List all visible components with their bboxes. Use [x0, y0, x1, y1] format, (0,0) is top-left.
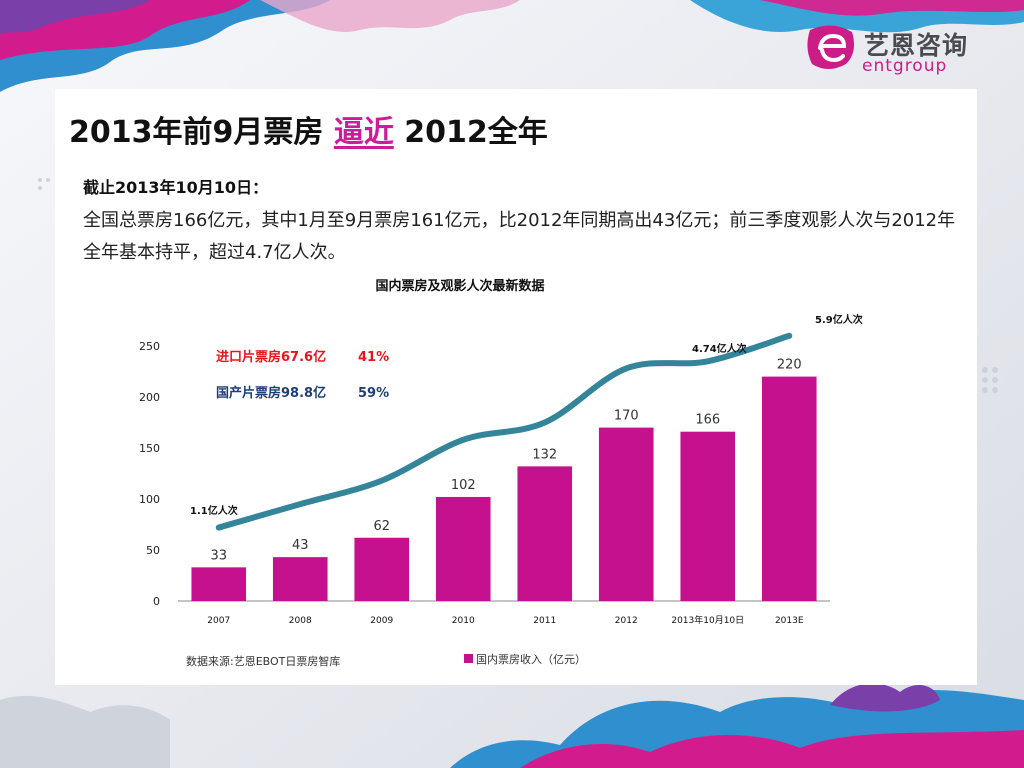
bar-2012 — [598, 427, 654, 601]
y-tick-label: 250 — [139, 340, 160, 353]
line-label-start: 1.1亿人次 — [190, 504, 238, 517]
logo-chinese-text: 艺恩咨询 — [864, 31, 969, 60]
entgroup-logo: 艺恩咨询 entgroup — [806, 24, 976, 78]
bar-value-label: 62 — [373, 519, 390, 534]
bar-value-label: 102 — [451, 478, 476, 493]
bar-value-label: 43 — [292, 538, 309, 553]
y-tick-label: 100 — [139, 493, 160, 506]
bar-2013年10月10日 — [680, 431, 736, 601]
x-tick-label: 2013E — [775, 616, 804, 626]
line-label-2013e: 5.9亿人次 — [815, 313, 863, 326]
box-office-chart: 国内票房及观影人次最新数据 0 50 100 150 200 250 33 2007 43 20… — [139, 278, 863, 668]
title-prefix: 2013年前9月票房 — [69, 115, 334, 150]
bar-2013E — [761, 376, 817, 601]
domestic-share-percent: 59% — [358, 386, 389, 401]
line-label-2012: 4.74亿人次 — [692, 342, 747, 355]
summary-paragraph: 全国总票房166亿元，其中1月至9月票房161亿元，比2012年同期高出43亿元… — [83, 210, 956, 263]
x-tick-label: 2008 — [289, 616, 312, 626]
slide-title: 2013年前9月票房 逼近 2012全年 — [69, 107, 548, 151]
imported-share-label: 进口片票房67.6亿 — [216, 349, 326, 365]
y-tick-label: 50 — [146, 544, 160, 557]
title-highlight: 逼近 — [333, 115, 394, 150]
bar-value-label: 170 — [614, 409, 639, 424]
bar-2011 — [517, 466, 573, 601]
x-tick-label: 2011 — [533, 616, 556, 626]
bar-value-label: 33 — [210, 548, 227, 563]
x-tick-label: 2010 — [452, 616, 475, 626]
date-subheading: 截止2013年10月10日： — [83, 178, 269, 197]
chart-title: 国内票房及观影人次最新数据 — [375, 278, 544, 294]
x-tick-label: 2013年10月10日 — [671, 614, 744, 626]
legend-label: 国内票房收入（亿元） — [476, 652, 586, 666]
y-tick-label: 0 — [153, 595, 160, 608]
logo-english-text: entgroup — [862, 56, 948, 76]
attendance-trend-line — [215, 332, 793, 531]
bar-2007 — [191, 567, 247, 601]
bar-2009 — [354, 537, 410, 601]
bar-value-label: 220 — [777, 358, 802, 373]
y-tick-label: 200 — [139, 391, 160, 404]
title-suffix: 2012全年 — [393, 115, 548, 150]
x-tick-label: 2007 — [207, 616, 230, 626]
y-tick-label: 150 — [139, 442, 160, 455]
data-source-note: 数据来源:艺恩EBOT日票房智库 — [186, 654, 340, 668]
bar-value-label: 166 — [695, 413, 720, 428]
bar-2010 — [435, 496, 491, 601]
bar-value-label: 132 — [532, 447, 557, 462]
bar-2008 — [272, 557, 328, 601]
domestic-share-label: 国产片票房98.8亿 — [216, 385, 326, 401]
logo-mark-icon — [807, 25, 854, 70]
x-tick-label: 2009 — [370, 616, 393, 626]
legend-swatch — [464, 654, 473, 663]
x-tick-label: 2012 — [615, 616, 638, 626]
imported-share-percent: 41% — [358, 350, 389, 365]
